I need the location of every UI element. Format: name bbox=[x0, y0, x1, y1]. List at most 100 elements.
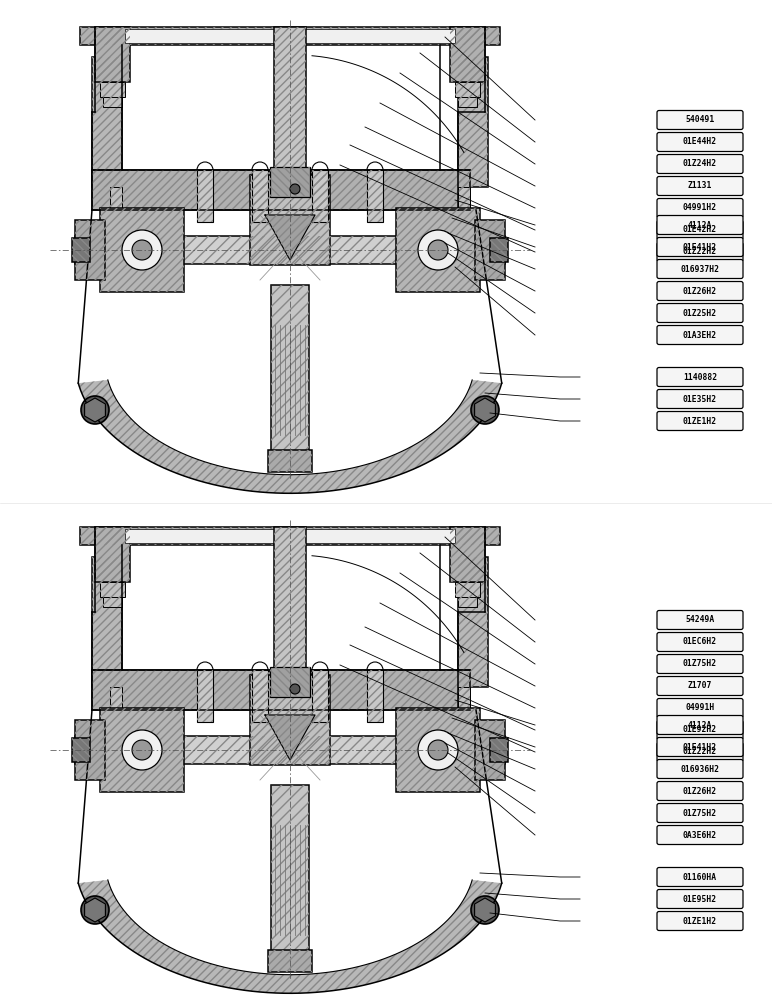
Bar bbox=[75, 236, 505, 264]
Bar bbox=[95, 27, 130, 82]
Text: 04991H2: 04991H2 bbox=[683, 204, 717, 213]
Bar bbox=[458, 57, 488, 187]
Bar bbox=[250, 175, 330, 265]
Bar bbox=[100, 708, 184, 792]
Bar bbox=[125, 29, 455, 43]
Bar bbox=[197, 670, 213, 722]
Bar bbox=[367, 670, 383, 722]
Bar bbox=[274, 27, 306, 177]
Bar bbox=[490, 238, 508, 262]
Bar bbox=[92, 57, 122, 187]
Text: 54249A: 54249A bbox=[686, 615, 715, 624]
Bar bbox=[271, 285, 309, 455]
Bar bbox=[92, 170, 470, 210]
FancyBboxPatch shape bbox=[657, 716, 743, 734]
Bar bbox=[252, 170, 268, 222]
Text: Z1131: Z1131 bbox=[688, 182, 713, 190]
Text: 01Z25H2: 01Z25H2 bbox=[683, 308, 717, 318]
Bar bbox=[92, 557, 122, 687]
Bar bbox=[271, 785, 309, 955]
Bar bbox=[268, 672, 312, 692]
Text: 01Z75H2: 01Z75H2 bbox=[683, 660, 717, 668]
Text: Z1707: Z1707 bbox=[688, 682, 713, 690]
Bar bbox=[250, 175, 330, 265]
Bar bbox=[458, 57, 488, 187]
Bar bbox=[72, 738, 90, 762]
Bar bbox=[268, 950, 312, 972]
Text: 01Z22H2: 01Z22H2 bbox=[683, 748, 717, 756]
Polygon shape bbox=[265, 215, 315, 260]
Bar bbox=[458, 187, 470, 222]
Text: 540491: 540491 bbox=[686, 115, 715, 124]
Bar bbox=[268, 450, 312, 472]
FancyBboxPatch shape bbox=[657, 782, 743, 800]
Bar bbox=[72, 238, 90, 262]
Text: 01E41H2: 01E41H2 bbox=[683, 242, 717, 251]
Circle shape bbox=[132, 240, 152, 260]
Bar bbox=[72, 238, 90, 262]
FancyBboxPatch shape bbox=[657, 198, 743, 218]
FancyBboxPatch shape bbox=[657, 412, 743, 430]
Bar bbox=[312, 170, 328, 222]
FancyBboxPatch shape bbox=[657, 742, 743, 762]
Bar bbox=[271, 785, 309, 955]
Bar bbox=[312, 670, 328, 722]
Bar bbox=[100, 82, 125, 97]
Bar bbox=[274, 527, 306, 677]
Bar bbox=[490, 738, 508, 762]
Circle shape bbox=[418, 230, 458, 270]
Bar bbox=[270, 667, 310, 697]
FancyBboxPatch shape bbox=[657, 110, 743, 129]
Text: 1140882: 1140882 bbox=[683, 372, 717, 381]
Bar bbox=[396, 208, 480, 292]
Bar bbox=[92, 57, 122, 187]
Bar bbox=[75, 220, 105, 280]
Circle shape bbox=[428, 740, 448, 760]
Bar bbox=[92, 670, 470, 710]
Bar bbox=[475, 220, 505, 280]
Circle shape bbox=[418, 730, 458, 770]
Bar bbox=[92, 557, 122, 687]
Circle shape bbox=[132, 740, 152, 760]
Bar bbox=[268, 172, 312, 192]
Text: 01E92H2: 01E92H2 bbox=[683, 726, 717, 734]
Bar bbox=[125, 529, 455, 543]
Text: 01Z22H2: 01Z22H2 bbox=[683, 247, 717, 256]
Bar bbox=[490, 238, 508, 262]
Bar bbox=[197, 670, 213, 722]
Polygon shape bbox=[78, 880, 502, 993]
Bar bbox=[75, 720, 105, 780]
Bar bbox=[270, 667, 310, 697]
Bar bbox=[396, 708, 480, 792]
Bar bbox=[450, 27, 485, 82]
FancyBboxPatch shape bbox=[657, 221, 743, 239]
Text: 01EC6H2: 01EC6H2 bbox=[683, 638, 717, 647]
Text: 01Z75H2: 01Z75H2 bbox=[683, 808, 717, 818]
FancyBboxPatch shape bbox=[657, 720, 743, 740]
Bar bbox=[271, 285, 309, 455]
Polygon shape bbox=[265, 715, 315, 760]
Text: 01ZE1H2: 01ZE1H2 bbox=[683, 416, 717, 426]
Bar bbox=[250, 675, 330, 765]
Bar bbox=[80, 27, 500, 45]
Bar bbox=[458, 97, 477, 107]
FancyBboxPatch shape bbox=[657, 633, 743, 652]
Bar bbox=[458, 687, 470, 722]
FancyBboxPatch shape bbox=[657, 216, 743, 234]
FancyBboxPatch shape bbox=[657, 654, 743, 674]
Text: 016936H2: 016936H2 bbox=[680, 764, 720, 774]
FancyBboxPatch shape bbox=[657, 326, 743, 344]
Bar bbox=[270, 167, 310, 197]
Bar bbox=[80, 527, 500, 545]
Bar bbox=[396, 208, 480, 292]
Bar bbox=[252, 170, 268, 222]
Bar bbox=[458, 597, 477, 607]
Text: 01E95H2: 01E95H2 bbox=[683, 894, 717, 904]
Circle shape bbox=[290, 684, 300, 694]
Text: 01160HA: 01160HA bbox=[683, 872, 717, 882]
Bar bbox=[100, 582, 125, 597]
FancyBboxPatch shape bbox=[657, 826, 743, 844]
FancyBboxPatch shape bbox=[657, 867, 743, 886]
Text: 01E41H2: 01E41H2 bbox=[683, 742, 717, 752]
Text: 016937H2: 016937H2 bbox=[680, 264, 720, 273]
